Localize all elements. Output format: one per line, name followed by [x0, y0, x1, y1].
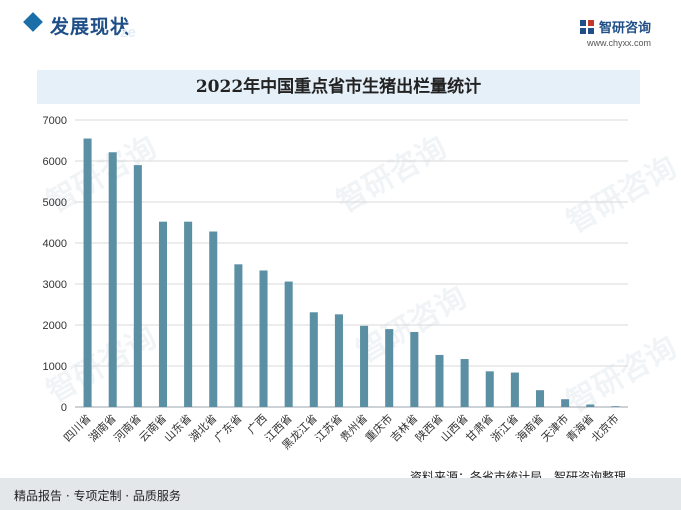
bar — [536, 390, 544, 407]
bar — [360, 326, 368, 407]
x-tick-label: 云南省 — [137, 412, 170, 445]
y-tick-label: 7000 — [43, 115, 67, 127]
bar — [84, 139, 92, 407]
bar — [285, 282, 293, 407]
bar — [109, 152, 117, 407]
x-tick-label: 广东省 — [212, 412, 245, 445]
bar — [209, 232, 217, 407]
bar-chart: 0 1000 2000 3000 4000 5000 6000 7000 四川省湖南省河南省云南… — [0, 0, 681, 470]
x-tick-label: 河南省 — [111, 412, 144, 445]
footer-tagline: 精品报告 · 专项定制 · 品质服务 — [14, 487, 181, 504]
x-tick-label: 山东省 — [162, 412, 195, 445]
x-tick-label: 湖北省 — [187, 412, 220, 445]
x-tick-label: 吉林省 — [387, 411, 420, 444]
x-tick-label: 浙江省 — [488, 412, 521, 445]
bar — [410, 332, 418, 407]
x-tick-label: 江苏省 — [313, 412, 346, 445]
bar — [511, 373, 519, 407]
bar — [184, 222, 192, 407]
bar — [435, 355, 443, 407]
x-tick-label: 陕西省 — [412, 411, 445, 444]
y-tick-label: 5000 — [43, 197, 67, 209]
y-tick-label: 6000 — [43, 156, 67, 168]
y-tick-label: 1000 — [43, 361, 67, 373]
bar — [586, 405, 594, 407]
bar — [486, 371, 494, 407]
x-tick-label: 海南省 — [513, 411, 546, 444]
bar — [260, 270, 268, 407]
bar — [134, 165, 142, 407]
y-tick-label: 2000 — [43, 320, 67, 332]
bar — [385, 329, 393, 407]
x-tick-label: 北京市 — [588, 411, 621, 444]
x-tick-label: 山西省 — [438, 412, 471, 445]
footer-bar: 精品报告 · 专项定制 · 品质服务 — [0, 478, 681, 510]
x-tick-label: 天津市 — [538, 411, 571, 444]
x-tick-label: 青海省 — [563, 411, 596, 444]
bar — [159, 222, 167, 407]
bar — [461, 359, 469, 407]
x-tick-label: 重庆市 — [362, 411, 395, 444]
bar — [234, 264, 242, 407]
x-tick-label: 四川省 — [61, 412, 94, 445]
bar — [310, 312, 318, 407]
y-tick-label: 0 — [61, 402, 67, 414]
x-tick-label: 湖南省 — [86, 412, 119, 445]
y-tick-label: 4000 — [43, 238, 67, 250]
bar — [611, 406, 619, 407]
x-tick-label: 贵州省 — [338, 412, 371, 445]
bar — [335, 314, 343, 407]
x-tick-label: 甘肃省 — [463, 412, 496, 445]
bar — [561, 399, 569, 407]
y-tick-label: 3000 — [43, 279, 67, 291]
